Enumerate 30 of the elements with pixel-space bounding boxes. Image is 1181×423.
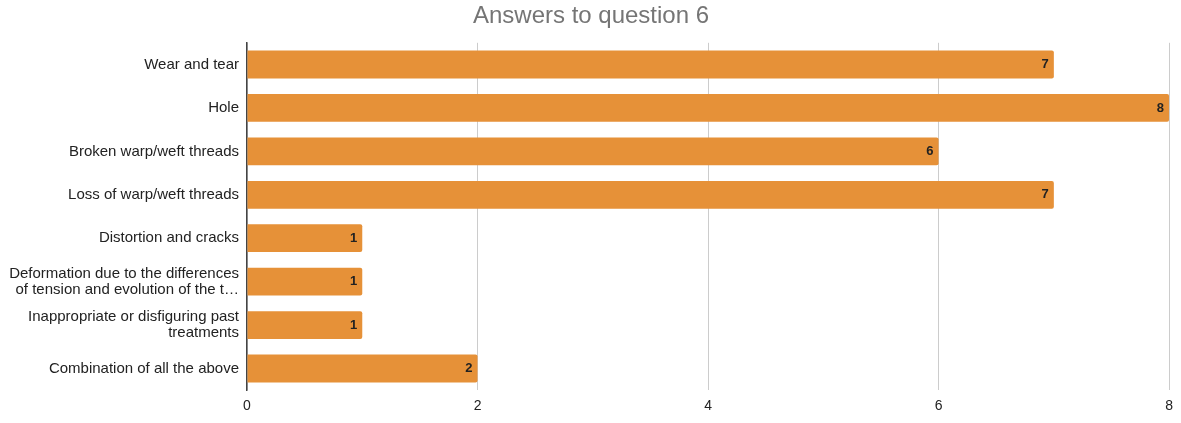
data-label: 7 [1041, 56, 1049, 72]
x-tick-label: 4 [704, 397, 713, 414]
y-tick-label: Deformation due to the differences of tension and evolution of the t… [9, 263, 239, 298]
y-tick-label: Loss of warp/weft threads [68, 184, 239, 202]
bar [247, 50, 1054, 79]
y-tick-label: Combination of all the above [48, 358, 239, 376]
y-tick-label: Wear and tear [144, 54, 239, 72]
bar [247, 311, 363, 339]
x-tick-label: 2 [473, 397, 482, 414]
bar [247, 267, 363, 296]
bar [247, 137, 939, 166]
y-tick-label: Broken warp/weft threads [68, 141, 239, 159]
y-tick-label: Hole [208, 98, 239, 116]
chart-title: Answers to question 6 [472, 1, 710, 29]
y-tick-label: Inappropriate or disfiguring past treatments [28, 306, 240, 341]
data-label: 2 [465, 360, 473, 376]
x-tick-label: 0 [243, 397, 252, 414]
data-label: 7 [1041, 186, 1049, 202]
bar [247, 354, 478, 383]
y-tick-label: Distortion and cracks [98, 228, 239, 246]
x-tick-label: 8 [1165, 397, 1174, 414]
x-tick-label: 6 [934, 397, 943, 414]
data-label: 8 [1156, 99, 1165, 115]
data-label: 1 [350, 316, 358, 332]
bar [247, 180, 1054, 209]
data-label: 1 [350, 273, 358, 289]
bar [247, 224, 363, 253]
data-label: 1 [350, 229, 358, 245]
bar [247, 94, 1170, 122]
data-label: 6 [926, 142, 934, 158]
